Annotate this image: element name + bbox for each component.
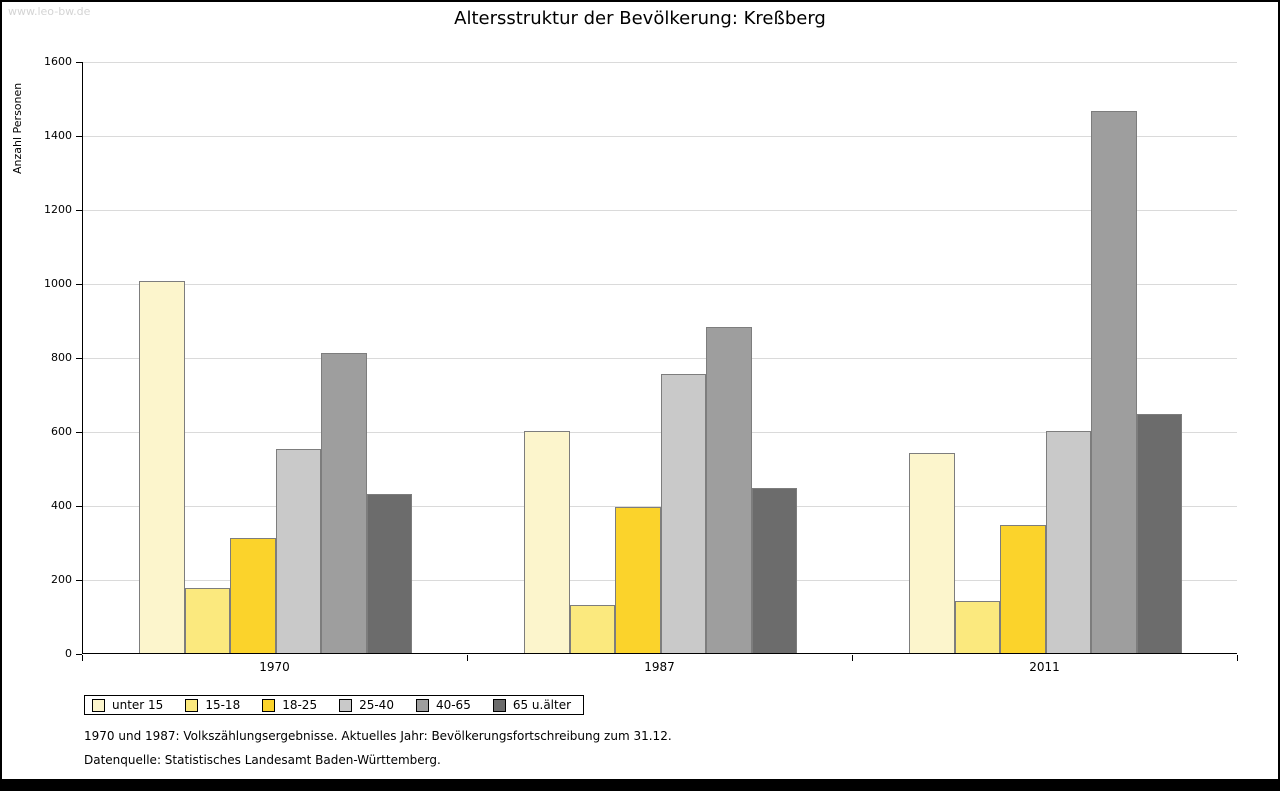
bar-15-18-2011 <box>954 601 1000 653</box>
y-tick-label: 1200 <box>44 203 72 216</box>
y-tick-mark <box>76 62 82 63</box>
legend-item: 40-65 <box>415 698 471 712</box>
bottom-border-bar <box>2 779 1278 791</box>
bar-unter-15-1970 <box>139 281 185 653</box>
bar-group-2011 <box>909 62 1182 653</box>
legend-label: 40-65 <box>435 698 471 712</box>
bar-18-25-2011 <box>1000 525 1046 653</box>
gridline <box>83 506 1237 507</box>
y-tick-label: 0 <box>65 647 72 660</box>
y-tick-label: 1000 <box>44 277 72 290</box>
x-tick-mark <box>1237 655 1238 661</box>
legend-item: 15-18 <box>185 698 240 712</box>
y-tick-mark <box>76 432 82 433</box>
y-tick-mark <box>76 358 82 359</box>
legend-label: 18-25 <box>282 698 318 712</box>
bar-25-40-1970 <box>275 449 321 653</box>
legend-item: 25-40 <box>339 698 394 712</box>
gridline <box>83 358 1237 359</box>
footnote-source: Datenquelle: Statistisches Landesamt Bad… <box>84 753 441 767</box>
gridline <box>83 432 1237 433</box>
legend-swatch <box>92 698 105 712</box>
x-category-label: 1970 <box>259 660 290 674</box>
gridline <box>83 62 1237 63</box>
legend-item: unter 15 <box>92 698 163 712</box>
legend: unter 15 15-18 18-25 25-40 40-65 65 u.älter <box>84 695 585 715</box>
footnote-census: 1970 und 1987: Volkszählungsergebnisse. … <box>84 729 672 743</box>
gridline <box>83 210 1237 211</box>
x-category-label: 1987 <box>644 660 675 674</box>
bar-40-65-1987 <box>706 327 752 653</box>
y-tick-mark <box>76 506 82 507</box>
x-tick-mark <box>852 655 853 661</box>
y-tick-mark <box>76 284 82 285</box>
y-tick-mark <box>76 136 82 137</box>
bar-40-65-2011 <box>1091 111 1137 653</box>
x-category-label: 2011 <box>1029 660 1060 674</box>
bar-15-18-1970 <box>184 588 230 653</box>
bar-25-40-1987 <box>660 374 706 653</box>
legend-swatch <box>185 698 199 712</box>
x-tick-mark <box>82 655 83 661</box>
legend-item: 65 u.älter <box>492 698 572 712</box>
bar-group-1987 <box>524 62 797 653</box>
bar-unter-15-2011 <box>909 453 955 653</box>
bar-65-u-älter-1987 <box>751 488 797 653</box>
legend-swatch <box>339 698 353 712</box>
legend-swatch <box>262 698 276 712</box>
y-tick-label: 400 <box>51 499 72 512</box>
chart-title: Altersstruktur der Bevölkerung: Kreßberg <box>454 8 826 29</box>
y-tick-label: 200 <box>51 573 72 586</box>
legend-item: 18-25 <box>262 698 317 712</box>
bar-18-25-1987 <box>615 507 661 653</box>
y-tick-mark <box>76 210 82 211</box>
legend-label: 25-40 <box>359 698 394 712</box>
legend-label: unter 15 <box>112 698 164 712</box>
x-tick-mark <box>467 655 468 661</box>
legend-swatch <box>492 698 506 712</box>
legend-label: 65 u.älter <box>512 698 572 712</box>
gridline <box>83 284 1237 285</box>
y-tick-mark <box>76 580 82 581</box>
y-tick-label: 1600 <box>44 55 72 68</box>
watermark: www.leo-bw.de <box>8 5 91 18</box>
gridline <box>83 136 1237 137</box>
bar-unter-15-1987 <box>524 431 570 653</box>
y-tick-label: 1400 <box>44 129 72 142</box>
bar-25-40-2011 <box>1045 431 1091 653</box>
bar-65-u-älter-2011 <box>1136 414 1182 653</box>
y-tick-mark <box>76 654 82 655</box>
bar-40-65-1970 <box>321 353 367 653</box>
plot-area <box>82 62 1237 654</box>
legend-swatch <box>415 698 429 712</box>
legend-label: 15-18 <box>205 698 241 712</box>
bar-65-u-älter-1970 <box>366 494 412 653</box>
bar-group-1970 <box>139 62 412 653</box>
y-tick-label: 600 <box>51 425 72 438</box>
bar-15-18-1987 <box>569 605 615 653</box>
y-tick-label: 800 <box>51 351 72 364</box>
bar-18-25-1970 <box>230 538 276 653</box>
